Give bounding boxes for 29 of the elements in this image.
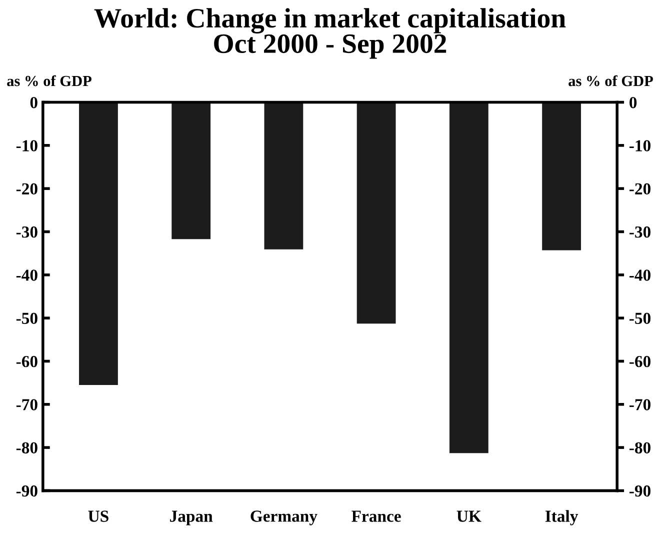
y2-tick-label: -80 <box>630 442 650 454</box>
y-tick-label: -20 <box>16 183 38 195</box>
y-tick-label: -70 <box>16 399 38 410</box>
y-tick-label: -10 <box>16 140 38 152</box>
x-tick-label: UK <box>456 510 482 522</box>
y2-axis-title: as % of GDP <box>568 75 653 86</box>
y2-tick-label: -40 <box>630 270 650 281</box>
y-tick-label: -80 <box>16 442 38 454</box>
y2-tick-label: -20 <box>630 183 650 195</box>
y2-tick-label: -50 <box>630 312 650 324</box>
y-tick-label: -60 <box>16 356 38 368</box>
x-tick-label: France <box>352 510 401 522</box>
y-axis-title: as % of GDP <box>7 75 92 86</box>
x-tick-label: Germany <box>250 510 318 526</box>
y2-tick-label: -30 <box>630 226 650 238</box>
chart-title: World: Change in market capitalisation Oct 2000 - Sep 2002 <box>94 8 566 59</box>
y2-tick-label: -60 <box>630 356 650 368</box>
y2-tick-label: -10 <box>630 140 650 152</box>
y2-tick-label: -70 <box>630 399 650 410</box>
y-tick-label: -90 <box>16 485 38 497</box>
x-tick-label: US <box>88 510 108 522</box>
y2-tick-label: -90 <box>630 485 650 497</box>
x-tick-label: Italy <box>545 510 578 526</box>
y-tick-label: 0 <box>30 96 38 108</box>
x-tick-label: Japan <box>170 510 213 526</box>
y-tick-label: -30 <box>16 226 38 238</box>
y2-tick-label: 0 <box>630 96 637 108</box>
y-tick-label: -40 <box>16 270 38 281</box>
y-tick-label: -50 <box>16 312 38 324</box>
